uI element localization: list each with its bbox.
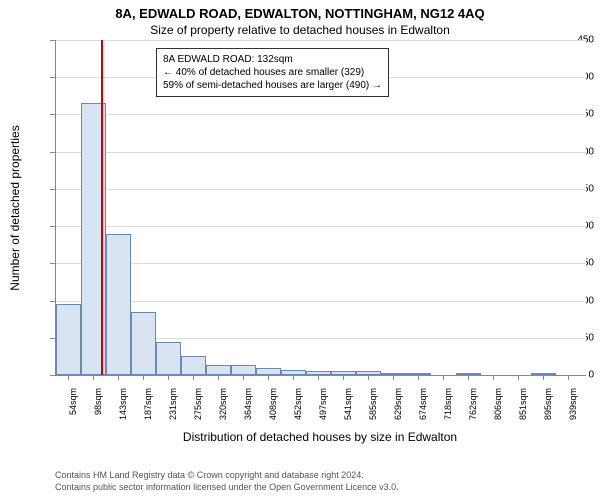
x-tick-label: 585sqm (368, 388, 378, 420)
x-axis-label: Distribution of detached houses by size … (183, 430, 457, 444)
x-tick-mark (293, 375, 294, 380)
x-tick-mark (118, 375, 119, 380)
x-tick-mark (143, 375, 144, 380)
histogram-bar (456, 373, 481, 375)
x-tick-mark (343, 375, 344, 380)
gridline (56, 301, 586, 302)
y-axis-label: Number of detached properties (8, 125, 22, 290)
x-tick-label: 806sqm (493, 388, 503, 420)
x-tick-label: 143sqm (118, 388, 128, 420)
x-tick-label: 718sqm (443, 388, 453, 420)
x-tick-label: 320sqm (218, 388, 228, 420)
chart-subtitle: Size of property relative to detached ho… (0, 21, 600, 37)
x-tick-mark (493, 375, 494, 380)
x-tick-label: 541sqm (343, 388, 353, 420)
x-tick-mark (518, 375, 519, 380)
histogram-bar (256, 368, 281, 375)
chart-container: 8A, EDWALD ROAD, EDWALTON, NOTTINGHAM, N… (0, 0, 600, 500)
x-tick-mark (543, 375, 544, 380)
histogram-bar (231, 365, 256, 375)
gridline (56, 189, 586, 190)
histogram-bar (331, 371, 356, 375)
x-tick-label: 629sqm (393, 388, 403, 420)
x-tick-mark (243, 375, 244, 380)
property-marker-line (101, 40, 103, 375)
x-tick-mark (68, 375, 69, 380)
histogram-bar (406, 373, 431, 375)
x-tick-label: 452sqm (293, 388, 303, 420)
annotation-box: 8A EDWALD ROAD: 132sqm← 40% of detached … (156, 48, 389, 97)
x-tick-mark (368, 375, 369, 380)
x-tick-mark (393, 375, 394, 380)
histogram-bar (306, 371, 331, 375)
annotation-line: ← 40% of detached houses are smaller (32… (163, 66, 382, 79)
x-tick-mark (268, 375, 269, 380)
x-tick-label: 408sqm (268, 388, 278, 420)
histogram-bar (531, 373, 556, 375)
x-tick-label: 364sqm (243, 388, 253, 420)
x-tick-mark (468, 375, 469, 380)
chart-title: 8A, EDWALD ROAD, EDWALTON, NOTTINGHAM, N… (0, 0, 600, 21)
annotation-line: 8A EDWALD ROAD: 132sqm (163, 53, 382, 66)
x-tick-label: 674sqm (418, 388, 428, 420)
histogram-bar (281, 370, 306, 375)
gridline (56, 114, 586, 115)
histogram-bar (181, 356, 206, 375)
histogram-bar (131, 312, 156, 375)
x-tick-mark (418, 375, 419, 380)
x-tick-label: 98sqm (93, 388, 103, 415)
x-tick-mark (218, 375, 219, 380)
x-tick-label: 895sqm (543, 388, 553, 420)
gridline (56, 263, 586, 264)
x-tick-mark (168, 375, 169, 380)
x-tick-mark (568, 375, 569, 380)
x-tick-label: 497sqm (318, 388, 328, 420)
x-tick-label: 762sqm (468, 388, 478, 420)
footer-line2: Contains public sector information licen… (55, 482, 399, 494)
annotation-line: 59% of semi-detached houses are larger (… (163, 79, 382, 92)
footer-text: Contains HM Land Registry data © Crown c… (55, 470, 399, 493)
x-tick-label: 231sqm (168, 388, 178, 420)
x-tick-label: 187sqm (143, 388, 153, 420)
histogram-bar (156, 342, 181, 376)
x-tick-mark (193, 375, 194, 380)
x-tick-mark (443, 375, 444, 380)
histogram-bar (206, 365, 231, 375)
histogram-bar (381, 373, 406, 375)
gridline (56, 152, 586, 153)
plot-area: 8A EDWALD ROAD: 132sqm← 40% of detached … (55, 40, 586, 376)
gridline (56, 40, 586, 41)
x-tick-label: 851sqm (518, 388, 528, 420)
footer-line1: Contains HM Land Registry data © Crown c… (55, 470, 399, 482)
histogram-bar (356, 371, 381, 375)
x-tick-label: 275sqm (193, 388, 203, 420)
histogram-bar (106, 234, 131, 375)
x-tick-label: 54sqm (68, 388, 78, 415)
x-tick-mark (93, 375, 94, 380)
x-tick-label: 939sqm (568, 388, 578, 420)
histogram-bar (56, 304, 81, 375)
x-tick-mark (318, 375, 319, 380)
gridline (56, 226, 586, 227)
